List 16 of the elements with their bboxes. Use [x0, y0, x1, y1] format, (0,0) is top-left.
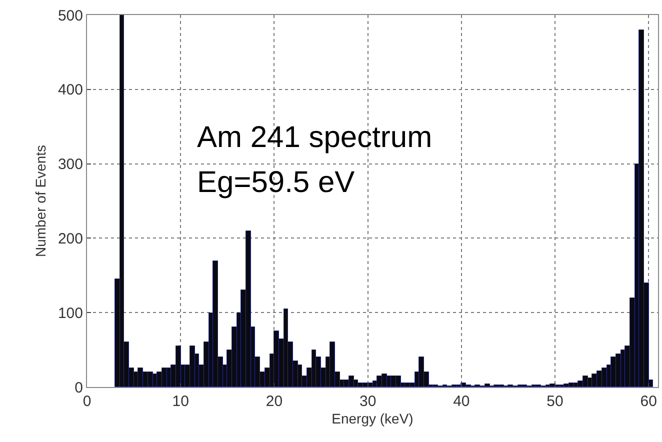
y-tick-label: 300: [58, 156, 83, 174]
y-tick-label: 400: [58, 82, 83, 99]
annotation: Am 241 spectrum: [197, 121, 432, 154]
y-tick-label: 100: [58, 304, 83, 322]
x-tick-label: 30: [359, 393, 376, 410]
x-tick-label: 40: [453, 393, 470, 410]
x-tick-label: 10: [172, 393, 189, 410]
y-axis-title: Number of Events: [32, 144, 49, 258]
y-tick-label: 500: [58, 7, 83, 24]
annotation: Eg=59.5 eV: [197, 166, 355, 199]
y-tick-label: 200: [58, 230, 83, 248]
x-tick-label: 20: [266, 393, 283, 410]
x-axis-title: Energy (keV): [332, 410, 414, 426]
y-tick-label: 0: [74, 379, 83, 396]
x-tick-label: 50: [546, 393, 564, 410]
x-tick-label: 60: [640, 393, 657, 410]
